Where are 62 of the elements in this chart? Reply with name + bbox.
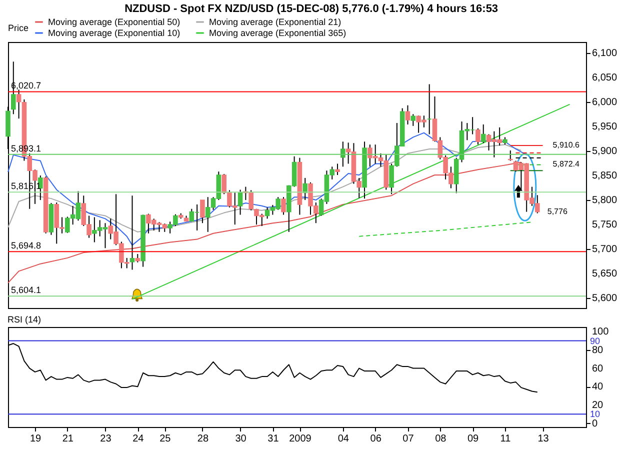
y-tick-label: 5,600 bbox=[592, 293, 618, 304]
candlestick bbox=[405, 104, 410, 125]
chart-title: NZDUSD - Spot FX NZD/USD (15-DEC-08) 5,776.0 (-1.79%) 4 hours 16:53 bbox=[124, 3, 498, 15]
y-tick-label: 6,050 bbox=[592, 72, 618, 84]
y-tick-label: 5,950 bbox=[592, 121, 618, 132]
chart-title: RSI (14) bbox=[8, 314, 42, 325]
legend-title: Price bbox=[8, 23, 29, 33]
legend-label: Moving average (Exponential 21) bbox=[209, 17, 342, 27]
candlestick bbox=[302, 177, 308, 201]
x-tick-label: 23 bbox=[100, 434, 112, 444]
candlestick bbox=[281, 196, 286, 216]
x-tick-label: 24 bbox=[132, 434, 144, 444]
x-tick-label: 30 bbox=[235, 434, 247, 444]
x-tick-label: 11 bbox=[500, 434, 512, 444]
y-tick-label: 5,800 bbox=[592, 195, 618, 206]
x-tick-label: 31 bbox=[268, 434, 280, 444]
candlestick bbox=[480, 124, 486, 144]
candlestick bbox=[340, 141, 346, 168]
y-tick-label: 20 bbox=[592, 400, 604, 411]
x-tick-label: 07 bbox=[402, 434, 414, 444]
ref-line-label: 5,694.8 bbox=[11, 240, 42, 251]
y-tick-label: 80 bbox=[592, 344, 604, 356]
candlestick bbox=[508, 150, 513, 162]
line-series bbox=[358, 222, 532, 237]
y-tick-label: 5,750 bbox=[592, 220, 618, 231]
y-tick-label: 5,650 bbox=[592, 268, 618, 280]
candlestick bbox=[410, 114, 416, 126]
candlestick bbox=[476, 128, 480, 146]
candlestick bbox=[335, 163, 340, 176]
line-series bbox=[8, 144, 522, 232]
x-tick-label: 21 bbox=[62, 434, 74, 444]
x-tick-label: 13 bbox=[538, 434, 550, 444]
annotation: 5,910.6 bbox=[552, 140, 580, 150]
y-tick-label: 40 bbox=[592, 382, 604, 393]
y-tick-label: 5,850 bbox=[592, 170, 618, 182]
candlestick bbox=[130, 195, 135, 270]
legend-label: Moving average (Exponential 10) bbox=[48, 28, 180, 38]
x-tick-label: 06 bbox=[370, 434, 382, 444]
candlestick bbox=[238, 189, 243, 216]
ref-line-label: 90 bbox=[590, 336, 600, 346]
y-tick-label: 6,000 bbox=[592, 96, 618, 108]
annotation: 5,776 bbox=[547, 206, 568, 216]
y-tick-label: 0 bbox=[592, 418, 598, 430]
legend-label: Moving average (Exponential 50) bbox=[48, 17, 180, 27]
legend-label: Moving average (Exponential 365) bbox=[209, 28, 346, 38]
x-tick-label: 28 bbox=[197, 434, 209, 444]
x-tick-label: 2009 bbox=[289, 434, 312, 444]
y-tick-label: 5,700 bbox=[592, 244, 618, 256]
y-tick-label: 100 bbox=[592, 326, 610, 338]
x-tick-label: 09 bbox=[468, 434, 480, 444]
x-tick-label: 25 bbox=[160, 434, 172, 444]
ref-line-label: 5,604.1 bbox=[11, 285, 42, 296]
y-tick-label: 5,900 bbox=[592, 146, 618, 157]
x-tick-label: 19 bbox=[30, 434, 42, 444]
annotation: 5,872.4 bbox=[552, 160, 580, 169]
x-tick-label: 04 bbox=[338, 434, 350, 444]
ref-line-label: 5,893.1 bbox=[11, 143, 42, 154]
y-tick-label: 60 bbox=[592, 363, 604, 374]
x-tick-label: 08 bbox=[435, 434, 447, 444]
y-tick-label: 6,100 bbox=[592, 48, 618, 59]
candlestick bbox=[200, 200, 205, 224]
ref-line-label: 10 bbox=[590, 409, 600, 420]
